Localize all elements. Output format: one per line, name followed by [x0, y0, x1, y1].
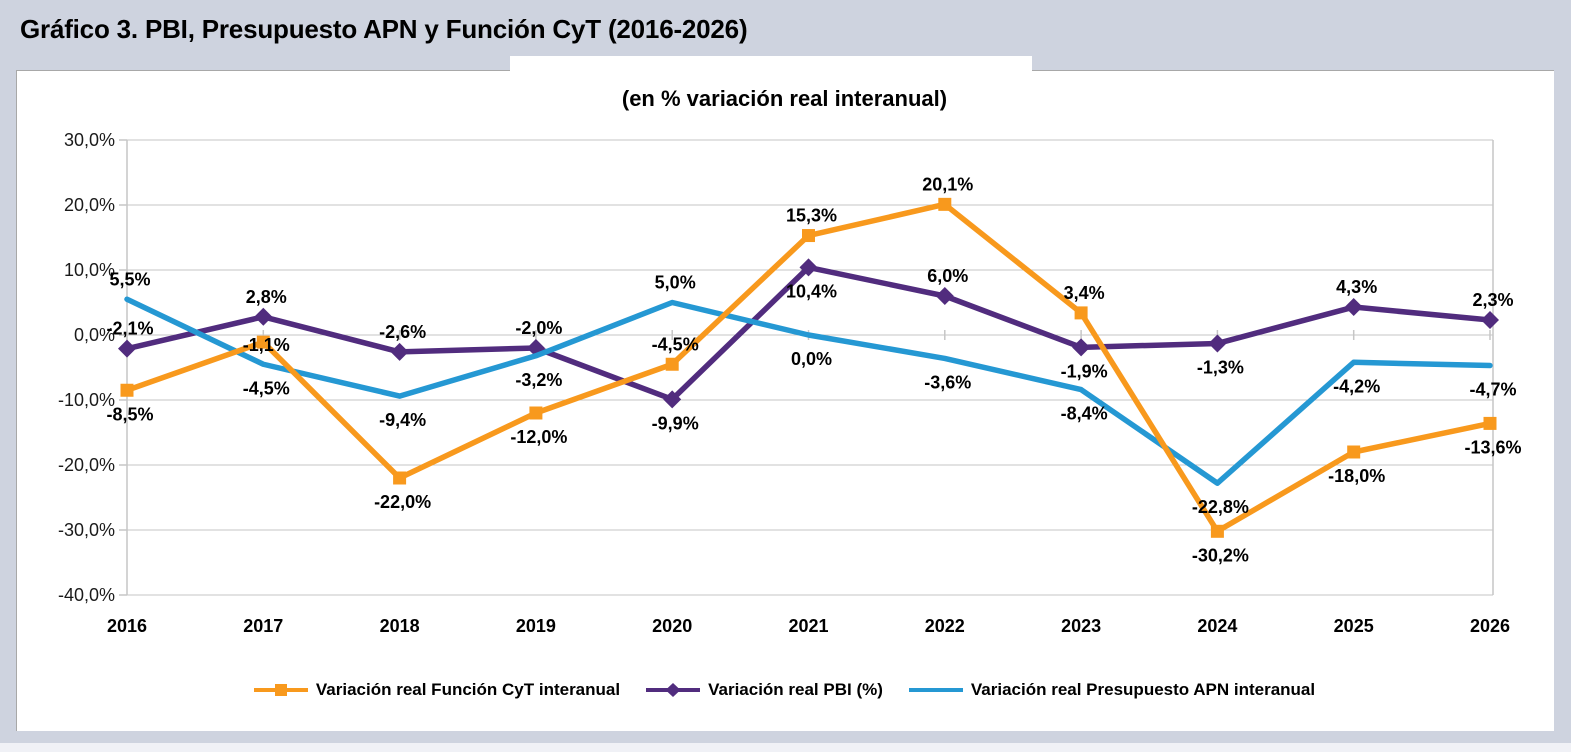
x-axis-label: 2025	[1334, 616, 1374, 636]
x-axis-label: 2016	[107, 616, 147, 636]
data-label-presupuesto-apn: -4,5%	[243, 378, 290, 398]
y-axis-tick-label: -10,0%	[58, 390, 115, 410]
marker-diamond-icon	[663, 390, 682, 409]
data-label-funcion-cyt: -1,1%	[243, 335, 290, 355]
x-axis-label: 2020	[652, 616, 692, 636]
x-axis-label: 2023	[1061, 616, 1101, 636]
legend-item-funcion-cyt: Variación real Función CyT interanual	[253, 680, 621, 700]
legend-item-presupuesto-apn: Variación real Presupuesto APN interanua…	[908, 680, 1316, 700]
data-label-funcion-cyt: -13,6%	[1464, 437, 1521, 457]
data-label-pbi: -1,3%	[1197, 357, 1244, 377]
gridlines	[119, 139, 1494, 596]
data-label-pbi: 6,0%	[927, 266, 968, 286]
marker-square-icon	[1210, 524, 1224, 538]
legend-swatch-line-icon	[908, 688, 963, 692]
data-label-funcion-cyt: -12,0%	[510, 427, 567, 447]
data-label-presupuesto-apn: -4,2%	[1333, 376, 1380, 396]
marker-diamond-icon	[1344, 298, 1363, 317]
series-funcion-cyt	[120, 197, 1497, 538]
data-label-pbi: 10,4%	[786, 281, 837, 301]
x-axis-label: 2017	[243, 616, 283, 636]
data-label-presupuesto-apn: -4,7%	[1469, 380, 1516, 400]
legend-item-pbi: Variación real PBI (%)	[646, 680, 883, 700]
data-label-presupuesto-apn: -9,4%	[379, 410, 426, 430]
data-label-presupuesto-apn: 5,0%	[655, 273, 696, 293]
chart-legend: Variación real Función CyT interanual Va…	[16, 674, 1553, 706]
chart-subtitle: (en % variación real interanual)	[621, 86, 948, 111]
marker-square-icon	[529, 406, 543, 420]
legend-swatch-diamond-icon	[646, 683, 701, 697]
data-label-funcion-cyt: 3,4%	[1064, 283, 1105, 303]
data-label-funcion-cyt: -8,5%	[106, 404, 153, 424]
y-axis-tick-label: -20,0%	[58, 455, 115, 475]
data-label-pbi: -2,0%	[515, 318, 562, 338]
marker-square-icon	[1483, 416, 1497, 430]
subtitle-background	[510, 56, 1032, 72]
page-bottom-strip	[0, 743, 1571, 752]
data-label-pbi: -2,1%	[106, 319, 153, 339]
x-axis-label: 2024	[1197, 616, 1237, 636]
data-label-presupuesto-apn: -3,6%	[924, 372, 971, 392]
series-presupuesto-apn	[124, 296, 1493, 486]
marker-square-icon	[938, 197, 952, 211]
legend-swatch-square-icon	[253, 684, 308, 696]
data-label-funcion-cyt: 20,1%	[922, 174, 973, 194]
data-label-funcion-cyt: -18,0%	[1328, 466, 1385, 486]
data-label-pbi: -2,6%	[379, 322, 426, 342]
marker-square-icon	[1074, 306, 1088, 320]
y-axis-tick-label: 30,0%	[64, 130, 115, 150]
y-axis-tick-labels: 30,0% 20,0% 10,0% 0,0% -10,0% -20,0% -30,0% -40…	[58, 130, 115, 605]
legend-label-funcion-cyt: Variación real Función CyT interanual	[315, 680, 621, 699]
data-label-funcion-cyt: -4,5%	[652, 334, 699, 354]
x-axis-label: 2019	[516, 616, 556, 636]
data-label-presupuesto-apn: 0,0%	[791, 349, 832, 369]
marker-diamond-icon	[799, 258, 818, 277]
data-label-pbi: -9,9%	[652, 413, 699, 433]
data-label-presupuesto-apn: -8,4%	[1061, 404, 1108, 424]
data-label-presupuesto-apn: -22,8%	[1192, 497, 1249, 517]
data-label-funcion-cyt: -30,2%	[1192, 545, 1249, 565]
marker-square-icon	[256, 335, 270, 349]
legend-label-pbi: Variación real PBI (%)	[708, 680, 883, 699]
marker-diamond-icon	[254, 307, 273, 326]
marker-diamond-icon	[1208, 334, 1227, 353]
marker-diamond-icon	[1072, 338, 1091, 357]
marker-square-icon	[665, 357, 679, 371]
data-label-pbi: 2,3%	[1472, 290, 1513, 310]
y-axis-tick-label: -40,0%	[58, 585, 115, 605]
data-labels: -8,5% -1,1% -22,0% -12,0% -4,5% 15,3% 20,1% 3,4…	[106, 174, 1521, 565]
x-axis-label: 2026	[1470, 616, 1510, 636]
x-axis-labels: 2016 2017 2018 2019 2020 2021 2022 2023 2024 2025…	[107, 616, 1510, 636]
data-label-presupuesto-apn: 5,5%	[109, 269, 150, 289]
x-axis-label: 2022	[925, 616, 965, 636]
y-axis-tick-label: 20,0%	[64, 195, 115, 215]
marker-diamond-icon	[935, 287, 954, 305]
marker-square-icon	[393, 471, 407, 485]
data-label-pbi: -1,9%	[1061, 361, 1108, 381]
y-axis-tick-label: 0,0%	[74, 325, 115, 345]
y-axis-tick-label: 10,0%	[64, 260, 115, 280]
data-label-funcion-cyt: -22,0%	[374, 492, 431, 512]
data-label-pbi: 4,3%	[1336, 277, 1377, 297]
marker-square-icon	[120, 383, 134, 397]
data-label-presupuesto-apn: -3,2%	[515, 370, 562, 390]
marker-diamond-icon	[1481, 311, 1499, 330]
y-axis-tick-label: -30,0%	[58, 520, 115, 540]
marker-diamond-icon	[390, 342, 409, 361]
data-label-pbi: 2,8%	[246, 287, 287, 307]
marker-square-icon	[1347, 445, 1361, 459]
x-axis-label: 2021	[788, 616, 828, 636]
page-title: Gráfico 3. PBI, Presupuesto APN y Funció…	[20, 14, 748, 44]
marker-diamond-icon	[118, 339, 136, 358]
data-label-funcion-cyt: 15,3%	[786, 206, 837, 226]
legend-label-presupuesto-apn: Variación real Presupuesto APN interanua…	[970, 680, 1316, 699]
x-axis-label: 2018	[380, 616, 420, 636]
marker-square-icon	[802, 229, 815, 243]
